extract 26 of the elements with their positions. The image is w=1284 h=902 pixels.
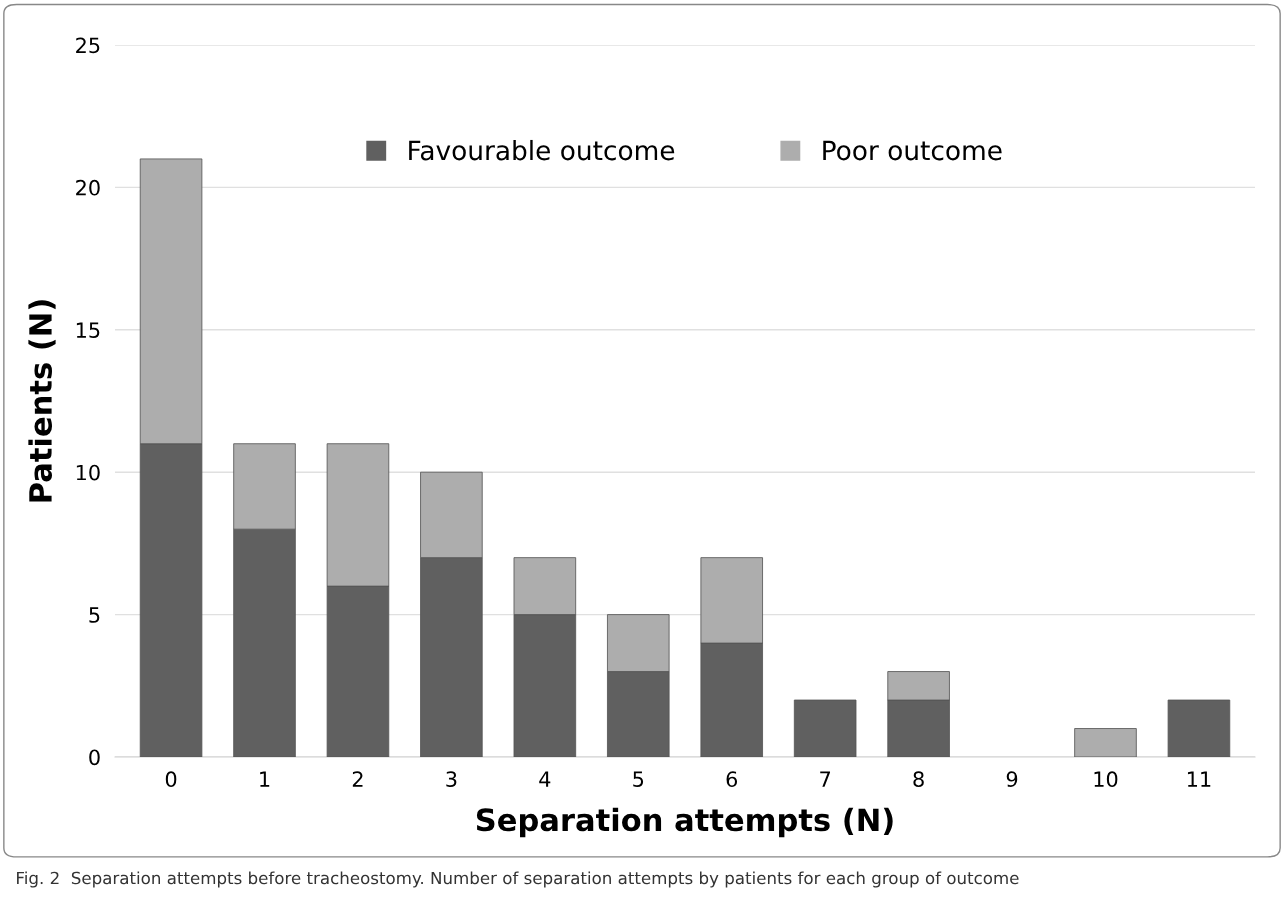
x-tick-label: 9 — [1006, 771, 1018, 788]
x-tick-label: 4 — [539, 771, 551, 787]
y-tick-label: 5 — [89, 607, 100, 623]
x-tick-label: 1 — [260, 771, 270, 787]
x-tick-label: 2 — [352, 771, 363, 787]
x-tick-label: 5 — [633, 771, 644, 788]
bar — [793, 699, 857, 757]
y-tick-label: 20 — [76, 179, 100, 196]
y-tick-label: 10 — [76, 464, 100, 481]
legend-label: Poor outcome — [823, 140, 1002, 161]
y-tick-label: 15 — [76, 322, 100, 339]
x-tick-label: 11 — [1187, 771, 1211, 787]
x-tick-label: 8 — [913, 771, 924, 788]
bar — [1074, 728, 1137, 757]
x-tick-label: 6 — [726, 771, 738, 788]
y-axis-title: Patients (N) — [28, 300, 56, 502]
caption: Fig. 2 Separation attempts before tracheostomy. Number of separation attempts by patients for each group of outcome — [17, 871, 1019, 888]
y-tick-label: 25 — [76, 37, 100, 54]
bar — [1167, 699, 1231, 757]
x-tick-label: 7 — [820, 771, 831, 787]
x-tick-label: 10 — [1094, 771, 1118, 788]
x-axis-title: Separation attempts (N) — [476, 807, 893, 838]
x-tick-label: 3 — [446, 771, 457, 788]
x-tick-label: 0 — [165, 771, 177, 788]
y-tick-label: 0 — [89, 749, 100, 766]
legend-label: Favourable outcome — [409, 139, 675, 161]
